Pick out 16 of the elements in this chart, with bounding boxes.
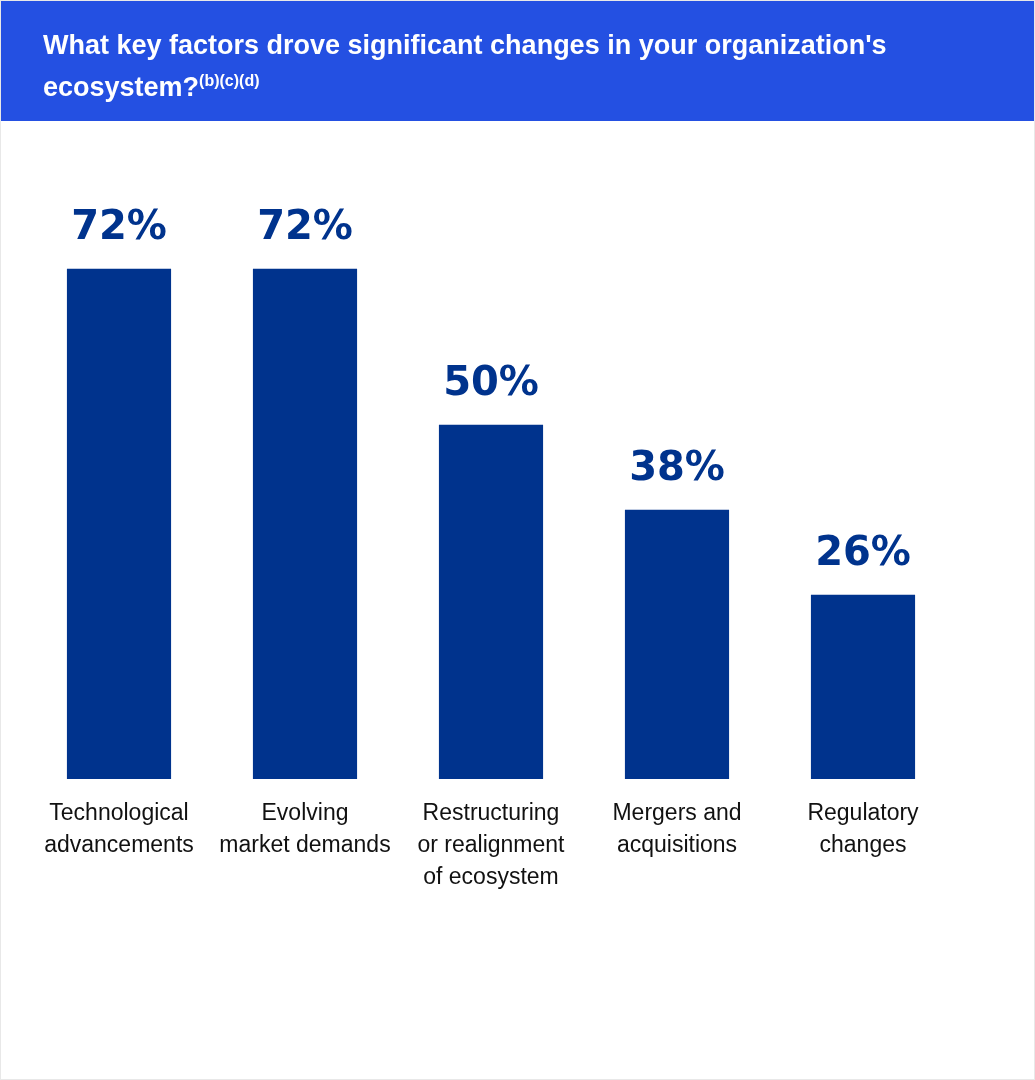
chart-title: What key factors drove significant changes in your organization's ecosystem?$^{(b)(c)(d)}$	[1, 1, 1034, 121]
bar	[810, 594, 916, 779]
data-label: 26%	[815, 527, 911, 574]
bar	[438, 424, 544, 779]
data-label: 72%	[71, 201, 167, 248]
bar	[252, 268, 358, 779]
x-tick-label: Technological advancements	[44, 798, 194, 857]
x-tick-label: Restructuring or realignment of ecosystem	[417, 798, 566, 889]
x-tick-label: Evolving market demands	[219, 798, 391, 857]
x-tick-label: Mergers and acquisitions	[612, 798, 742, 857]
x-tick-label: Regulatory changes	[807, 798, 920, 857]
data-label: 72%	[257, 201, 353, 248]
bar	[624, 509, 730, 779]
data-label: 38%	[629, 442, 725, 489]
data-label: 50%	[443, 357, 539, 404]
bar	[66, 268, 172, 779]
